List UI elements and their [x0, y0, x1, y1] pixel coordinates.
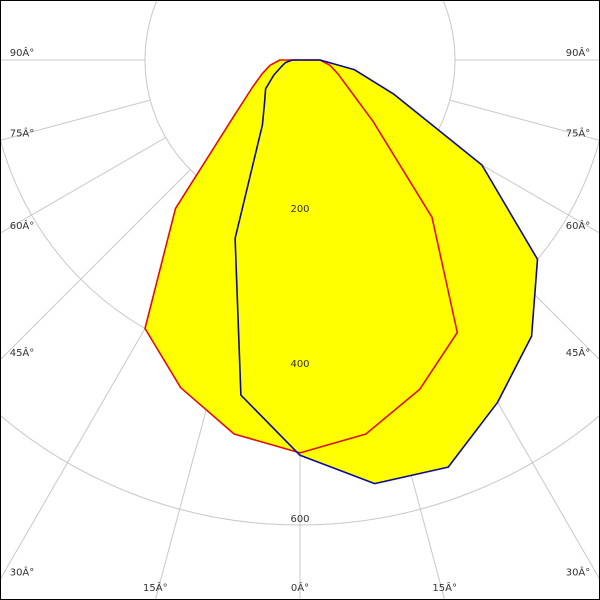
grid-spoke — [0, 137, 167, 234]
grid-spoke — [449, 99, 600, 141]
r-tick-label: 400 — [290, 359, 309, 370]
angle-tick-label: 45Â° — [10, 346, 35, 359]
angle-tick-label: 90Â° — [566, 46, 591, 59]
area — [235, 60, 538, 484]
angle-tick-label: 75Â° — [10, 126, 35, 139]
grid-spoke — [0, 99, 151, 141]
r-tick-label: 600 — [290, 514, 309, 525]
grid-spoke — [0, 169, 191, 361]
line — [234, 59, 539, 485]
angle-tick-label: 15Â° — [432, 581, 457, 594]
angle-tick-label: 45Â° — [566, 346, 591, 359]
angle-tick-label: 90Â° — [10, 46, 35, 59]
angle-tick-label: 30Â° — [566, 566, 591, 579]
angle-tick-label: 60Â° — [10, 219, 35, 232]
angle-tick-label: 15Â° — [143, 581, 168, 594]
labels: 200 400 600 90Â° 75Â° 60Â° 45Â° 30Â° 15Â° 0Â° 15Â°… — [10, 46, 591, 594]
angle-tick-label: 30Â° — [10, 566, 35, 579]
angle-tick-label: 0Â° — [291, 581, 309, 594]
angle-tick-label: 75Â° — [566, 126, 591, 139]
plot — [144, 59, 539, 485]
r-tick-label: 200 — [290, 204, 309, 215]
line — [144, 59, 459, 454]
angle-tick-label: 60Â° — [566, 219, 591, 232]
